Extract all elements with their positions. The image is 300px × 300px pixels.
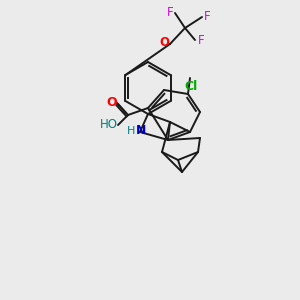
Text: F: F xyxy=(204,10,210,22)
Text: H: H xyxy=(127,126,135,136)
Text: HO: HO xyxy=(100,118,118,131)
Text: O: O xyxy=(159,37,169,50)
Text: Cl: Cl xyxy=(184,80,198,92)
Text: N: N xyxy=(136,124,146,137)
Text: F: F xyxy=(167,5,173,19)
Text: O: O xyxy=(107,97,117,110)
Text: F: F xyxy=(198,34,204,46)
